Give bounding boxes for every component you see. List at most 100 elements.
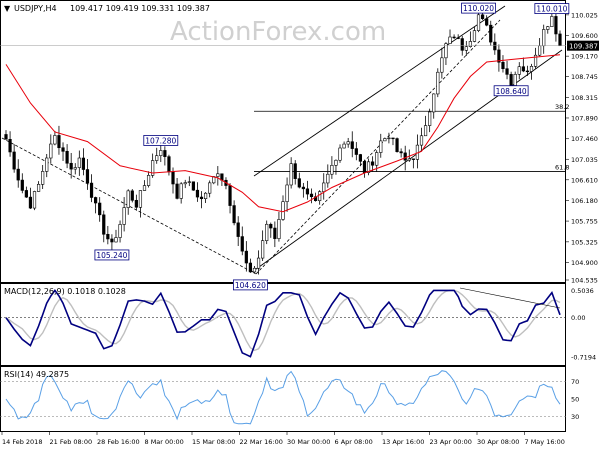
time-tick-label-9: 23 Apr 00:00: [430, 438, 472, 446]
candle-body-70: [289, 163, 293, 186]
candle-body-1: [8, 139, 12, 153]
price-annotation-4: 105.240: [96, 251, 127, 260]
candle-body-95: [391, 137, 395, 140]
candle-body-52: [216, 173, 220, 177]
candle-body-120: [493, 41, 497, 51]
macd-signal-line: [5, 289, 561, 352]
candle-body-108: [444, 43, 448, 59]
candle-body-117: [481, 14, 485, 20]
ohlc-label: 109.417 109.419 109.331 109.387: [70, 4, 210, 13]
candle-body-56: [232, 205, 236, 224]
fib-label-1: 61.8: [555, 164, 569, 172]
candle-body-132: [542, 29, 546, 47]
candle-body-98: [403, 152, 407, 161]
time-tick-label-4: 15 Mar 08:00: [192, 438, 235, 446]
candle-body-86: [354, 148, 358, 155]
candle-body-85: [350, 141, 354, 149]
candle-body-28: [118, 224, 122, 238]
candle-body-69: [285, 184, 289, 202]
candle-body-89: [366, 161, 371, 173]
price-annotation-box-3: [143, 135, 179, 146]
candle-body-74: [305, 188, 310, 195]
candle-body-122: [501, 61, 505, 69]
candle-body-114: [468, 41, 472, 47]
candle-body-107: [440, 57, 444, 73]
candle-body-130: [533, 54, 538, 67]
candle-body-128: [525, 70, 530, 73]
macd-tick-label-1: 0.00: [571, 314, 585, 322]
price-annotation-box-1: [534, 3, 570, 14]
price-annotation-box-4: [94, 249, 130, 261]
candle-body-20: [85, 169, 90, 184]
price-annotation-box-2: [493, 85, 529, 97]
candle-body-22: [94, 197, 98, 204]
price-annotation-box-5: [233, 279, 268, 291]
candle-body-61: [252, 267, 257, 273]
candle-body-4: [20, 179, 24, 191]
candle-body-0: [4, 134, 8, 140]
candle-body-43: [179, 183, 183, 199]
downtrend-line: [1, 137, 257, 275]
candle-body-32: [134, 199, 138, 208]
macd-panel: [0, 283, 566, 366]
candle-body-19: [81, 157, 85, 170]
time-tick-label-7: 6 Apr 08:00: [335, 438, 373, 446]
candle-body-110: [452, 36, 456, 39]
candle-body-64: [265, 223, 269, 241]
candle-body-136: [558, 33, 562, 47]
time-tick-label-8: 13 Apr 16:00: [382, 438, 424, 446]
candle-body-92: [379, 140, 383, 153]
candle-body-24: [102, 214, 106, 235]
candle-body-96: [395, 138, 399, 152]
candle-body-121: [497, 49, 501, 63]
price-tick-label-12: 104.900: [571, 259, 598, 267]
candle-body-36: [151, 160, 155, 176]
candle-body-88: [362, 161, 367, 173]
candle-body-126: [517, 66, 521, 75]
candle-body-57: [236, 222, 240, 237]
candle-body-34: [142, 185, 147, 191]
price-tick-label-3: 108.745: [571, 73, 598, 81]
candle-body-7: [32, 191, 37, 209]
candle-body-93: [383, 138, 387, 142]
candle-body-72: [297, 178, 301, 188]
time-tick-label-3: 8 Mar 00:00: [145, 438, 184, 446]
candle-body-62: [256, 257, 261, 269]
time-tick-label-2: 28 Feb 16:00: [97, 438, 140, 446]
candle-body-94: [387, 137, 391, 140]
candle-body-9: [41, 171, 45, 185]
price-tick-label-5: 107.890: [571, 114, 598, 122]
candle-body-125: [513, 74, 517, 86]
price-tick-label-13: 104.535: [571, 277, 598, 285]
candle-body-119: [489, 24, 493, 43]
candle-body-16: [69, 162, 73, 170]
candle-body-73: [301, 186, 305, 190]
candle-body-15: [65, 151, 69, 164]
candle-body-12: [53, 135, 57, 145]
candle-body-81: [334, 159, 338, 166]
header-dropdown-icon[interactable]: ▼: [4, 4, 11, 13]
price-annotation-3: 107.280: [145, 136, 176, 145]
candle-body-10: [45, 157, 49, 172]
candle-body-118: [485, 18, 489, 26]
candle-body-82: [338, 147, 342, 161]
candle-body-91: [375, 152, 379, 166]
candle-body-102: [419, 135, 424, 146]
candle-body-68: [281, 201, 285, 220]
candle-body-103: [423, 125, 428, 137]
candle-body-30: [126, 190, 130, 208]
candle-body-45: [187, 181, 191, 183]
candle-body-23: [98, 202, 102, 216]
price-tick-label-10: 105.755: [571, 218, 598, 226]
time-tick-label-10: 30 Apr 08:00: [477, 438, 519, 446]
price-tick-label-2: 109.170: [571, 53, 598, 61]
candle-body-41: [171, 171, 175, 185]
candle-body-124: [509, 74, 513, 86]
current-price-tag: [567, 40, 599, 51]
candle-body-49: [204, 192, 208, 199]
candle-body-116: [476, 14, 481, 31]
candle-body-65: [269, 223, 273, 229]
candle-body-133: [546, 26, 550, 30]
candle-body-44: [183, 182, 187, 185]
price-tick-label-0: 110.025: [571, 11, 598, 19]
